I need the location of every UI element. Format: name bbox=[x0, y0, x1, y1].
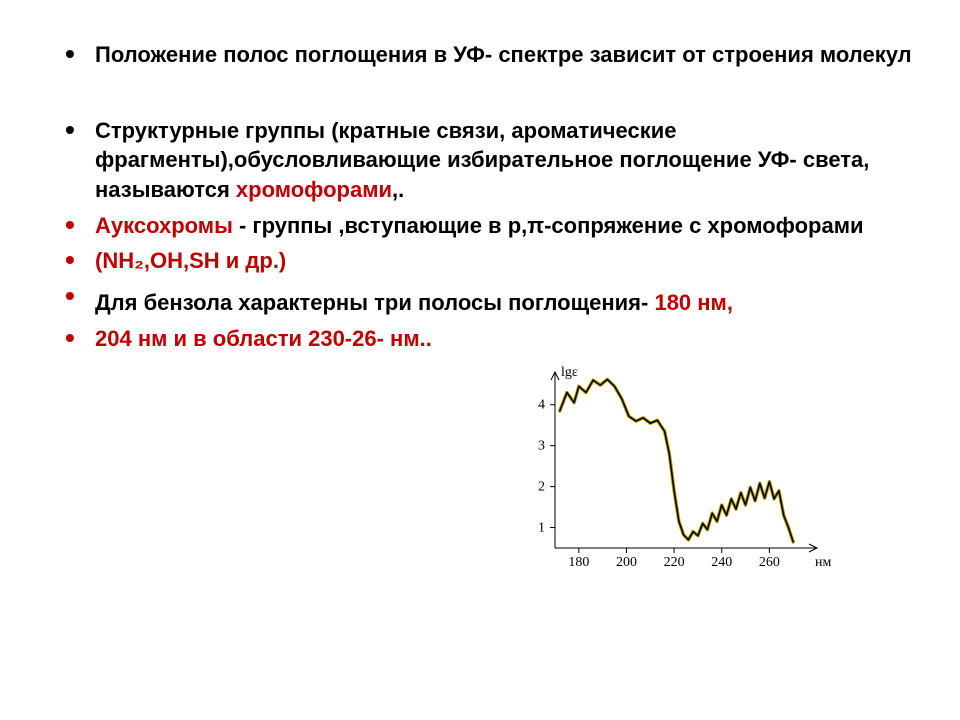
uv-spectrum-chart: 1 2 3 4 180 200 220 240 260 lgε нм bbox=[515, 356, 845, 576]
svg-text:3: 3 bbox=[538, 438, 545, 453]
bullet-2-text-a: Структурные группы (кратные связи, арома… bbox=[95, 118, 869, 202]
svg-text:180: 180 bbox=[568, 555, 589, 570]
bullet-6: 204 нм и в области 230-26- нм.. bbox=[65, 324, 915, 360]
bullet-2-text-c: ,. bbox=[392, 177, 404, 202]
bullet-5: Для бензола характерны три полосы поглощ… bbox=[65, 282, 915, 324]
spacer bbox=[65, 76, 915, 116]
slide: Положение полос поглощения в УФ- спектре… bbox=[0, 0, 960, 720]
svg-text:1: 1 bbox=[538, 520, 545, 535]
svg-text:lgε: lgε bbox=[561, 365, 578, 380]
svg-text:нм: нм bbox=[815, 555, 831, 570]
svg-text:240: 240 bbox=[711, 555, 732, 570]
bullet-3-text-b: - группы ,вступающие в р,π-сопряжение с … bbox=[239, 213, 864, 238]
bullet-2: Структурные группы (кратные связи, арома… bbox=[65, 116, 915, 211]
bullet-4: (NH₂,OH,SH и др.) bbox=[65, 246, 915, 282]
bullet-3-text-a: Ауксохромы bbox=[95, 213, 239, 238]
bullet-2-text-b: хромофорами bbox=[236, 177, 392, 202]
svg-text:260: 260 bbox=[759, 555, 780, 570]
bullet-1-text: Положение полос поглощения в УФ- спектре… bbox=[95, 42, 912, 67]
bullet-5-text-b: 180 нм, bbox=[654, 290, 733, 315]
bullet-5-text-a: Для бензола характерны три полосы поглощ… bbox=[95, 290, 654, 315]
chart-container: 1 2 3 4 180 200 220 240 260 lgε нм bbox=[65, 356, 915, 576]
bullet-list: Положение полос поглощения в УФ- спектре… bbox=[65, 40, 915, 360]
bullet-3: Ауксохромы - группы ,вступающие в р,π-со… bbox=[65, 211, 915, 247]
bullet-1: Положение полос поглощения в УФ- спектре… bbox=[65, 40, 915, 76]
bullet-4-text: (NH₂,OH,SH и др.) bbox=[95, 248, 286, 273]
svg-text:220: 220 bbox=[664, 555, 685, 570]
svg-text:200: 200 bbox=[616, 555, 637, 570]
svg-text:2: 2 bbox=[538, 479, 545, 494]
svg-text:4: 4 bbox=[538, 397, 545, 412]
bullet-6-text: 204 нм и в области 230-26- нм.. bbox=[95, 326, 432, 351]
